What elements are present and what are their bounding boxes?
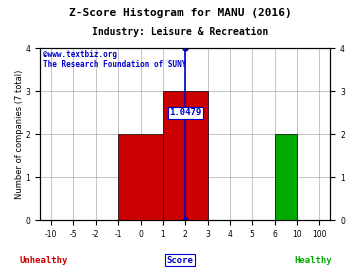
Text: Industry: Leisure & Recreation: Industry: Leisure & Recreation <box>92 27 268 37</box>
Text: Score: Score <box>167 256 193 265</box>
Bar <box>118 134 163 220</box>
Bar <box>275 134 297 220</box>
Text: Healthy: Healthy <box>294 256 332 265</box>
Text: Z-Score Histogram for MANU (2016): Z-Score Histogram for MANU (2016) <box>69 8 291 18</box>
Text: 1.0479: 1.0479 <box>169 108 201 117</box>
Y-axis label: Number of companies (7 total): Number of companies (7 total) <box>15 69 24 199</box>
Bar <box>163 91 207 220</box>
Text: Unhealthy: Unhealthy <box>19 256 67 265</box>
Text: ©www.textbiz.org
The Research Foundation of SUNY: ©www.textbiz.org The Research Foundation… <box>43 50 186 69</box>
